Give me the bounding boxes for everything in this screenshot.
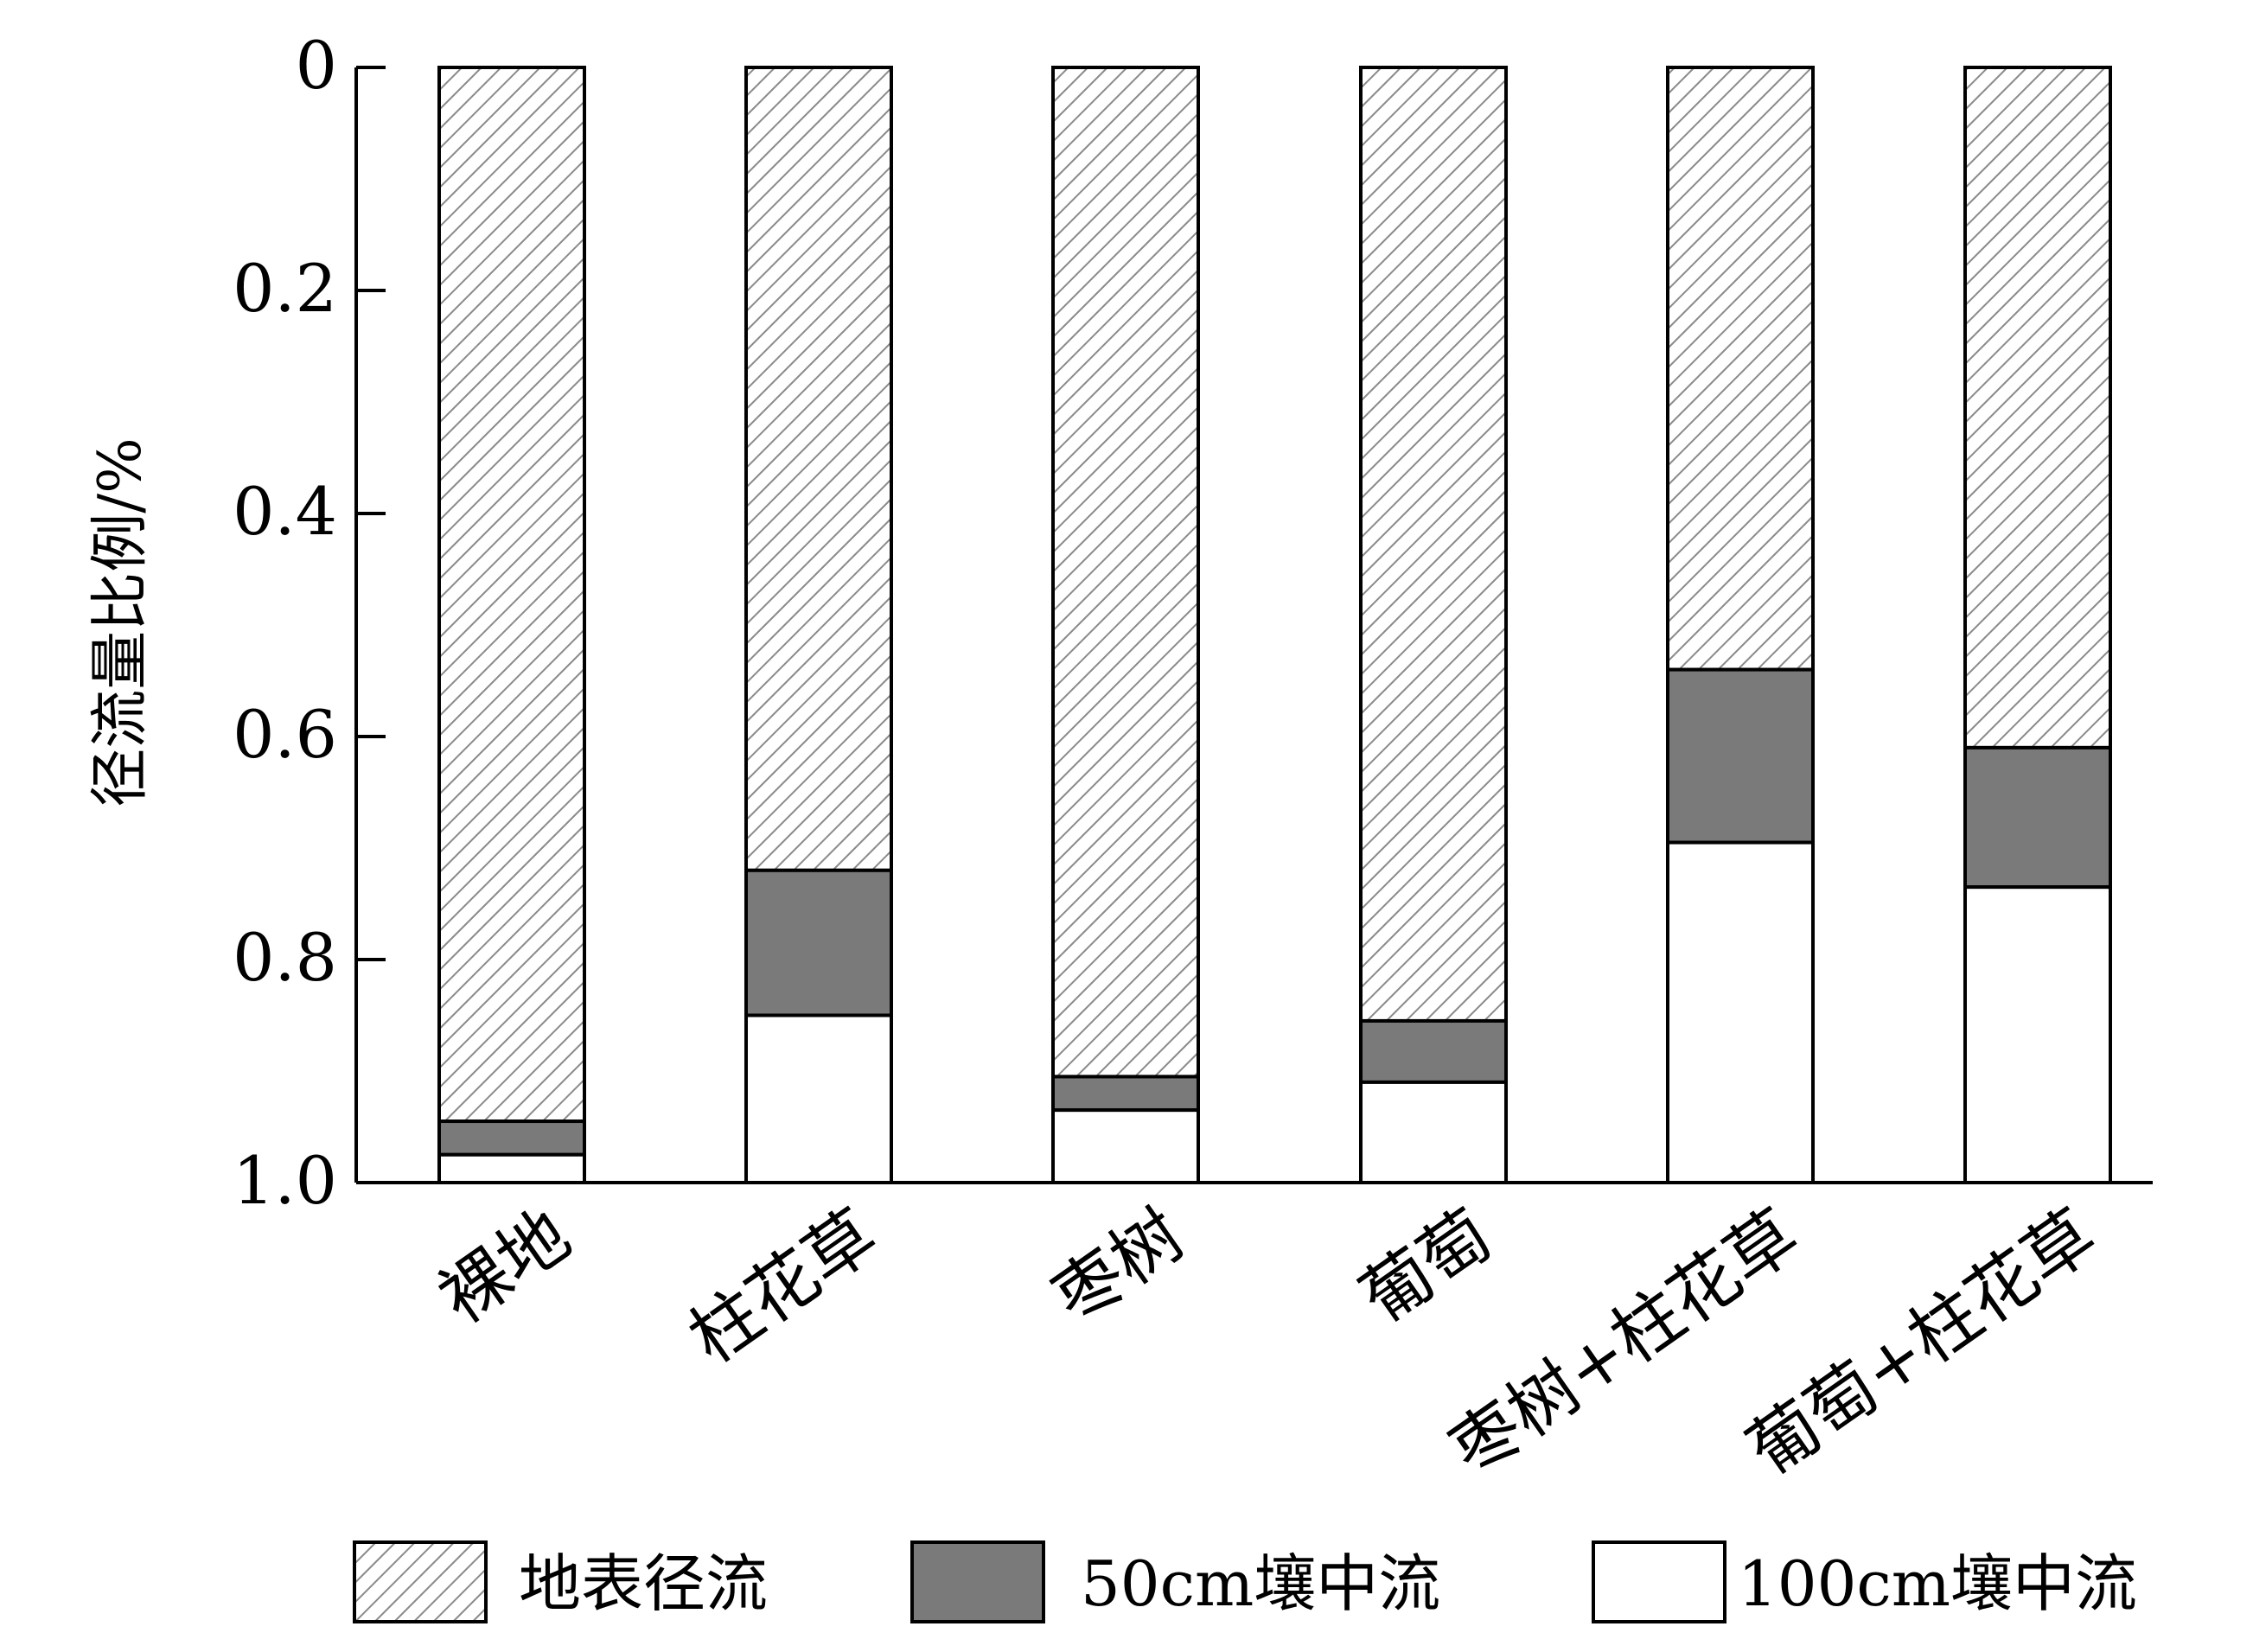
legend-label-1: 地表径流	[519, 1547, 768, 1620]
y-axis-label: 径流量比例/%	[86, 437, 155, 807]
x-tick-label: 葡萄	[1346, 1194, 1505, 1339]
bar-segment-5-series-2	[1666, 667, 1815, 845]
x-tick-label: 枣树	[1038, 1194, 1197, 1339]
bar-segment-2-series-2	[744, 868, 893, 1017]
y-tick-label: 0.8	[233, 919, 337, 996]
bar-segment-5-series-3	[1666, 840, 1815, 1184]
x-tick-label: 裸地	[424, 1194, 584, 1339]
legend-swatch-2	[910, 1540, 1045, 1623]
legend-label-2: 50cm壤中流	[1081, 1547, 1440, 1620]
axes-layer	[354, 66, 2153, 1184]
y-tick-label: 0.4	[233, 473, 337, 550]
bar-segment-1-series-1	[437, 66, 586, 1124]
bars-layer	[437, 66, 2112, 1185]
y-tick-labels: 0 0.2 0.4 0.6 0.8 1.0	[233, 27, 337, 1219]
bar-segment-6-series-1	[1963, 66, 2112, 749]
legend: 地表径流 50cm壤中流 100cm壤中流	[353, 1540, 2137, 1623]
bar-segment-4-series-1	[1359, 66, 1508, 1023]
bar-segment-2-series-3	[744, 1013, 893, 1184]
legend-label-3: 100cm壤中流	[1738, 1547, 2137, 1620]
bar-segment-1-series-3	[437, 1152, 586, 1184]
legend-swatch-1	[353, 1540, 488, 1623]
x-tick-label: 柱花草	[675, 1194, 891, 1379]
bar-segment-4-series-2	[1359, 1018, 1508, 1084]
y-tick-label: 0.2	[233, 250, 337, 327]
y-tick-label: 1.0	[233, 1142, 337, 1219]
y-tick-label: 0	[296, 27, 337, 104]
legend-swatch-3	[1592, 1540, 1726, 1623]
bar-segment-3-series-3	[1051, 1108, 1200, 1185]
bar-segment-3-series-1	[1051, 66, 1200, 1079]
bar-segment-6-series-3	[1963, 885, 2112, 1185]
y-tick-label: 0.6	[233, 696, 337, 773]
bar-segment-3-series-2	[1051, 1075, 1200, 1113]
bar-segment-6-series-2	[1963, 745, 2112, 890]
bar-segment-2-series-1	[744, 66, 893, 872]
bar-segment-1-series-2	[437, 1119, 586, 1157]
bar-segment-5-series-1	[1666, 66, 1815, 672]
bar-segment-4-series-3	[1359, 1080, 1508, 1185]
